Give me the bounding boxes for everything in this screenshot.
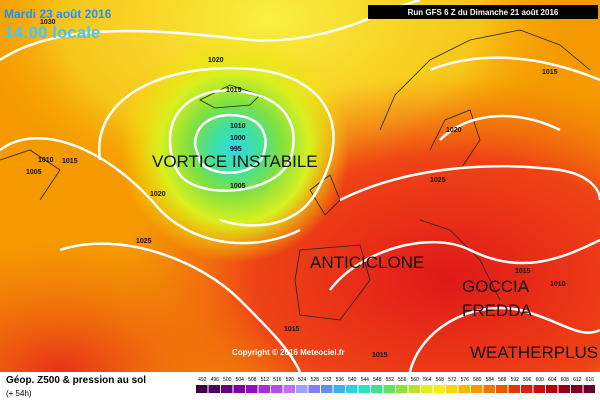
colorbar-label: 512 [261,377,270,383]
isobar-label: 1020 [150,191,166,198]
isobar-label: 995 [230,146,242,153]
isobar-label: 1010 [230,123,246,130]
colorbar-cell [221,385,233,393]
colorbar-label: 532 [323,377,332,383]
legend-lead: (+ 54h) [6,389,32,398]
colorbar-cell [196,385,208,393]
colorbar-cell [421,385,433,393]
colorbar-label: 496 [211,377,220,383]
colorbar-cell [358,385,370,393]
map [0,0,600,373]
colorbar-cell [383,385,395,393]
isobar-label: 1015 [62,158,78,165]
colorbar-label: 604 [548,377,557,383]
colorbar-label: 508 [248,377,257,383]
colorbar-cell [283,385,295,393]
colorbar-label: 504 [236,377,245,383]
cold-drop-label: FREDDA [462,301,533,320]
isobar-label: 1015 [284,326,300,333]
colorbar-cell [258,385,270,393]
isobar-label: 1010 [38,157,54,164]
run-box [368,5,598,19]
isobar-label: 1025 [430,177,446,184]
brand-label: WEATHERPLUS [470,343,598,362]
isobar-label: 1015 [515,268,531,275]
copyright: Copyright © 2016 Meteociel.fr [232,348,345,357]
date: Mardi 23 août 2016 [4,7,112,21]
colorbar-label: 576 [461,377,470,383]
isobar-label: 1015 [226,87,242,94]
run-info: Run GFS 6 Z du Dimanche 21 août 2016 [408,8,559,17]
colorbar-cell [296,385,308,393]
isobar-label: 1000 [230,135,246,142]
colorbar-label: 544 [361,377,370,383]
colorbar-cell [558,385,570,393]
vortex-label: VORTICE INSTABILE [152,152,318,171]
isobar-label: 1015 [372,352,388,359]
colorbar-cell [471,385,483,393]
colorbar-cell [321,385,333,393]
colorbar-label: 516 [273,377,282,383]
colorbar-label: 548 [373,377,382,383]
colorbar-label: 608 [561,377,570,383]
colorbar-label: 560 [411,377,420,383]
colorbar-label: 572 [448,377,457,383]
colorbar-cell [546,385,558,393]
colorbar-label: 536 [336,377,345,383]
colorbar-label: 500 [223,377,232,383]
colorbar-cell [458,385,470,393]
colorbar-cell [246,385,258,393]
colorbar-cell [208,385,220,393]
isobar-label: 1025 [136,238,152,245]
colorbar-label: 540 [348,377,357,383]
colorbar-cell [346,385,358,393]
legend-title: Géop. Z500 & pression au sol [6,375,146,386]
colorbar-label: 520 [286,377,295,383]
colorbar-label: 528 [311,377,320,383]
colorbar-label: 492 [198,377,207,383]
colorbar-label: 584 [486,377,495,383]
colorbar-label: 600 [536,377,545,383]
colorbar-cell [533,385,545,393]
isobar-label: 1015 [542,69,558,76]
colorbar-label: 580 [473,377,482,383]
colorbar-label: 616 [586,377,595,383]
colorbar-label: 552 [386,377,395,383]
colorbar-cell [233,385,245,393]
colorbar-cell [446,385,458,393]
colorbar-cell [371,385,383,393]
isobar-label: 1005 [230,183,246,190]
colorbar-cell [408,385,420,393]
colorbar-label: 592 [511,377,520,383]
colorbar-label: 588 [498,377,507,383]
colorbar-cell [521,385,533,393]
colorbar-cell [583,385,595,393]
colorbar-cell [571,385,583,393]
isobar-label: 1005 [26,169,42,176]
colorbar-cell [433,385,445,393]
colorbar-cell [333,385,345,393]
isobar-label: 1020 [208,57,224,64]
isobar-label: 1010 [550,281,566,288]
colorbar-label: 596 [523,377,532,383]
colorbar-cell [483,385,495,393]
colorbar-label: 568 [436,377,445,383]
anticyclone-label: ANTICICLONE [310,253,424,272]
colorbar-cell [496,385,508,393]
colorbar-label: 612 [573,377,582,383]
isobar-label: 1020 [446,127,462,134]
colorbar-cell [308,385,320,393]
colorbar-cell [508,385,520,393]
colorbar-label: 556 [398,377,407,383]
colorbar-label: 524 [298,377,307,383]
time: 14:00 locale [4,23,100,42]
colorbar-label: 564 [423,377,432,383]
isobar-label: 1030 [40,19,56,26]
colorbar-cell [396,385,408,393]
cold-drop-label: GOCCIA [462,277,530,296]
colorbar-cell [271,385,283,393]
